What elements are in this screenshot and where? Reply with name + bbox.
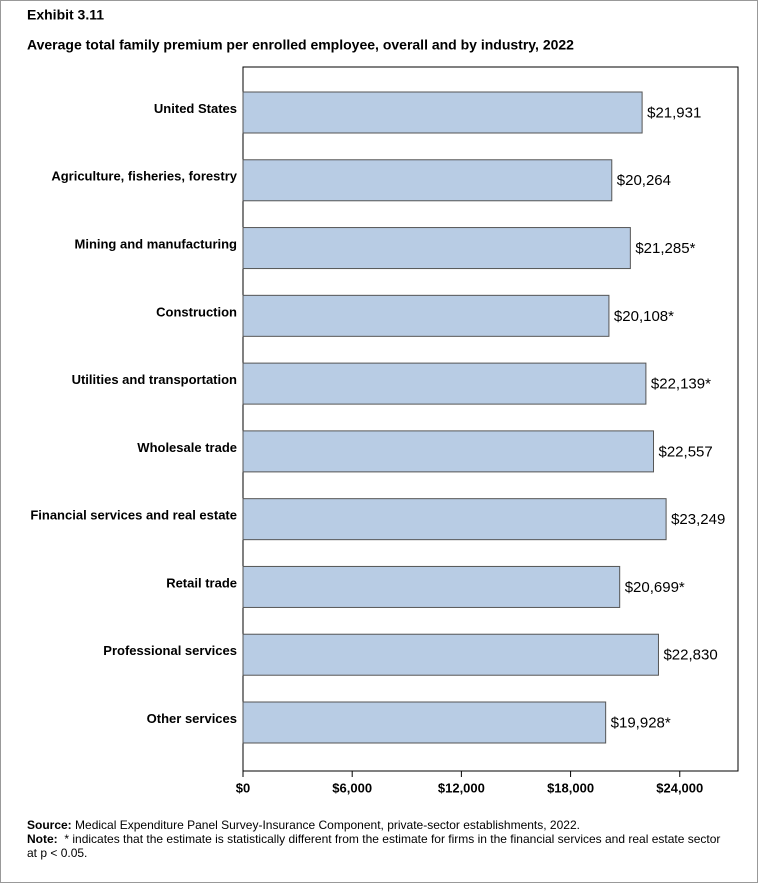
- value-label: $22,557: [659, 443, 713, 460]
- value-label: $21,931: [647, 104, 701, 121]
- bar: [242, 633, 659, 676]
- chart-title: Exhibit 3.11: [27, 7, 104, 23]
- y-tick-label: Utilities and transportation: [72, 372, 237, 387]
- x-tick-label: $18,000: [547, 780, 594, 795]
- bar: [242, 430, 655, 473]
- bar: [242, 91, 643, 134]
- y-tick-label: Construction: [156, 304, 237, 319]
- bar: [242, 565, 621, 608]
- note-text: * indicates that the estimate is statist…: [27, 832, 721, 860]
- bar: [242, 362, 647, 405]
- bar: [242, 159, 613, 202]
- source-text: Medical Expenditure Panel Survey-Insuran…: [75, 818, 580, 832]
- y-tick-label: Other services: [147, 711, 237, 726]
- source: Source: Medical Expenditure Panel Survey…: [27, 818, 727, 832]
- value-label: $22,139*: [651, 376, 711, 393]
- value-label: $20,108*: [614, 308, 674, 325]
- value-label: $22,830: [663, 647, 717, 664]
- source-label: Source:: [27, 818, 72, 832]
- y-tick-label: Mining and manufacturing: [75, 236, 238, 251]
- value-label: $20,264: [617, 172, 671, 189]
- value-label: $23,249: [671, 511, 725, 528]
- x-tick-label: $6,000: [332, 780, 372, 795]
- value-label: $21,285*: [635, 240, 695, 257]
- value-label: $19,928*: [611, 714, 671, 731]
- y-tick-label: United States: [154, 101, 237, 116]
- y-tick-label: Retail trade: [166, 575, 237, 590]
- footnotes: Source: Medical Expenditure Panel Survey…: [27, 818, 727, 860]
- note-label: Note:: [27, 832, 58, 846]
- y-tick-label: Wholesale trade: [137, 440, 237, 455]
- y-tick-label: Financial services and real estate: [30, 508, 237, 523]
- bar: [242, 294, 610, 337]
- x-tick-label: $0: [236, 780, 250, 795]
- note: Note: * indicates that the estimate is s…: [27, 832, 727, 860]
- bar: [242, 498, 667, 541]
- bar: [242, 701, 607, 744]
- value-label: $20,699*: [625, 579, 685, 596]
- x-tick-label: $12,000: [438, 780, 485, 795]
- y-tick-label: Agriculture, fisheries, forestry: [51, 169, 237, 184]
- plot-area: [242, 66, 739, 772]
- chart-subtitle: Average total family premium per enrolle…: [27, 37, 574, 53]
- x-tick-label: $24,000: [656, 780, 703, 795]
- bar: [242, 227, 631, 270]
- y-tick-label: Professional services: [103, 643, 237, 658]
